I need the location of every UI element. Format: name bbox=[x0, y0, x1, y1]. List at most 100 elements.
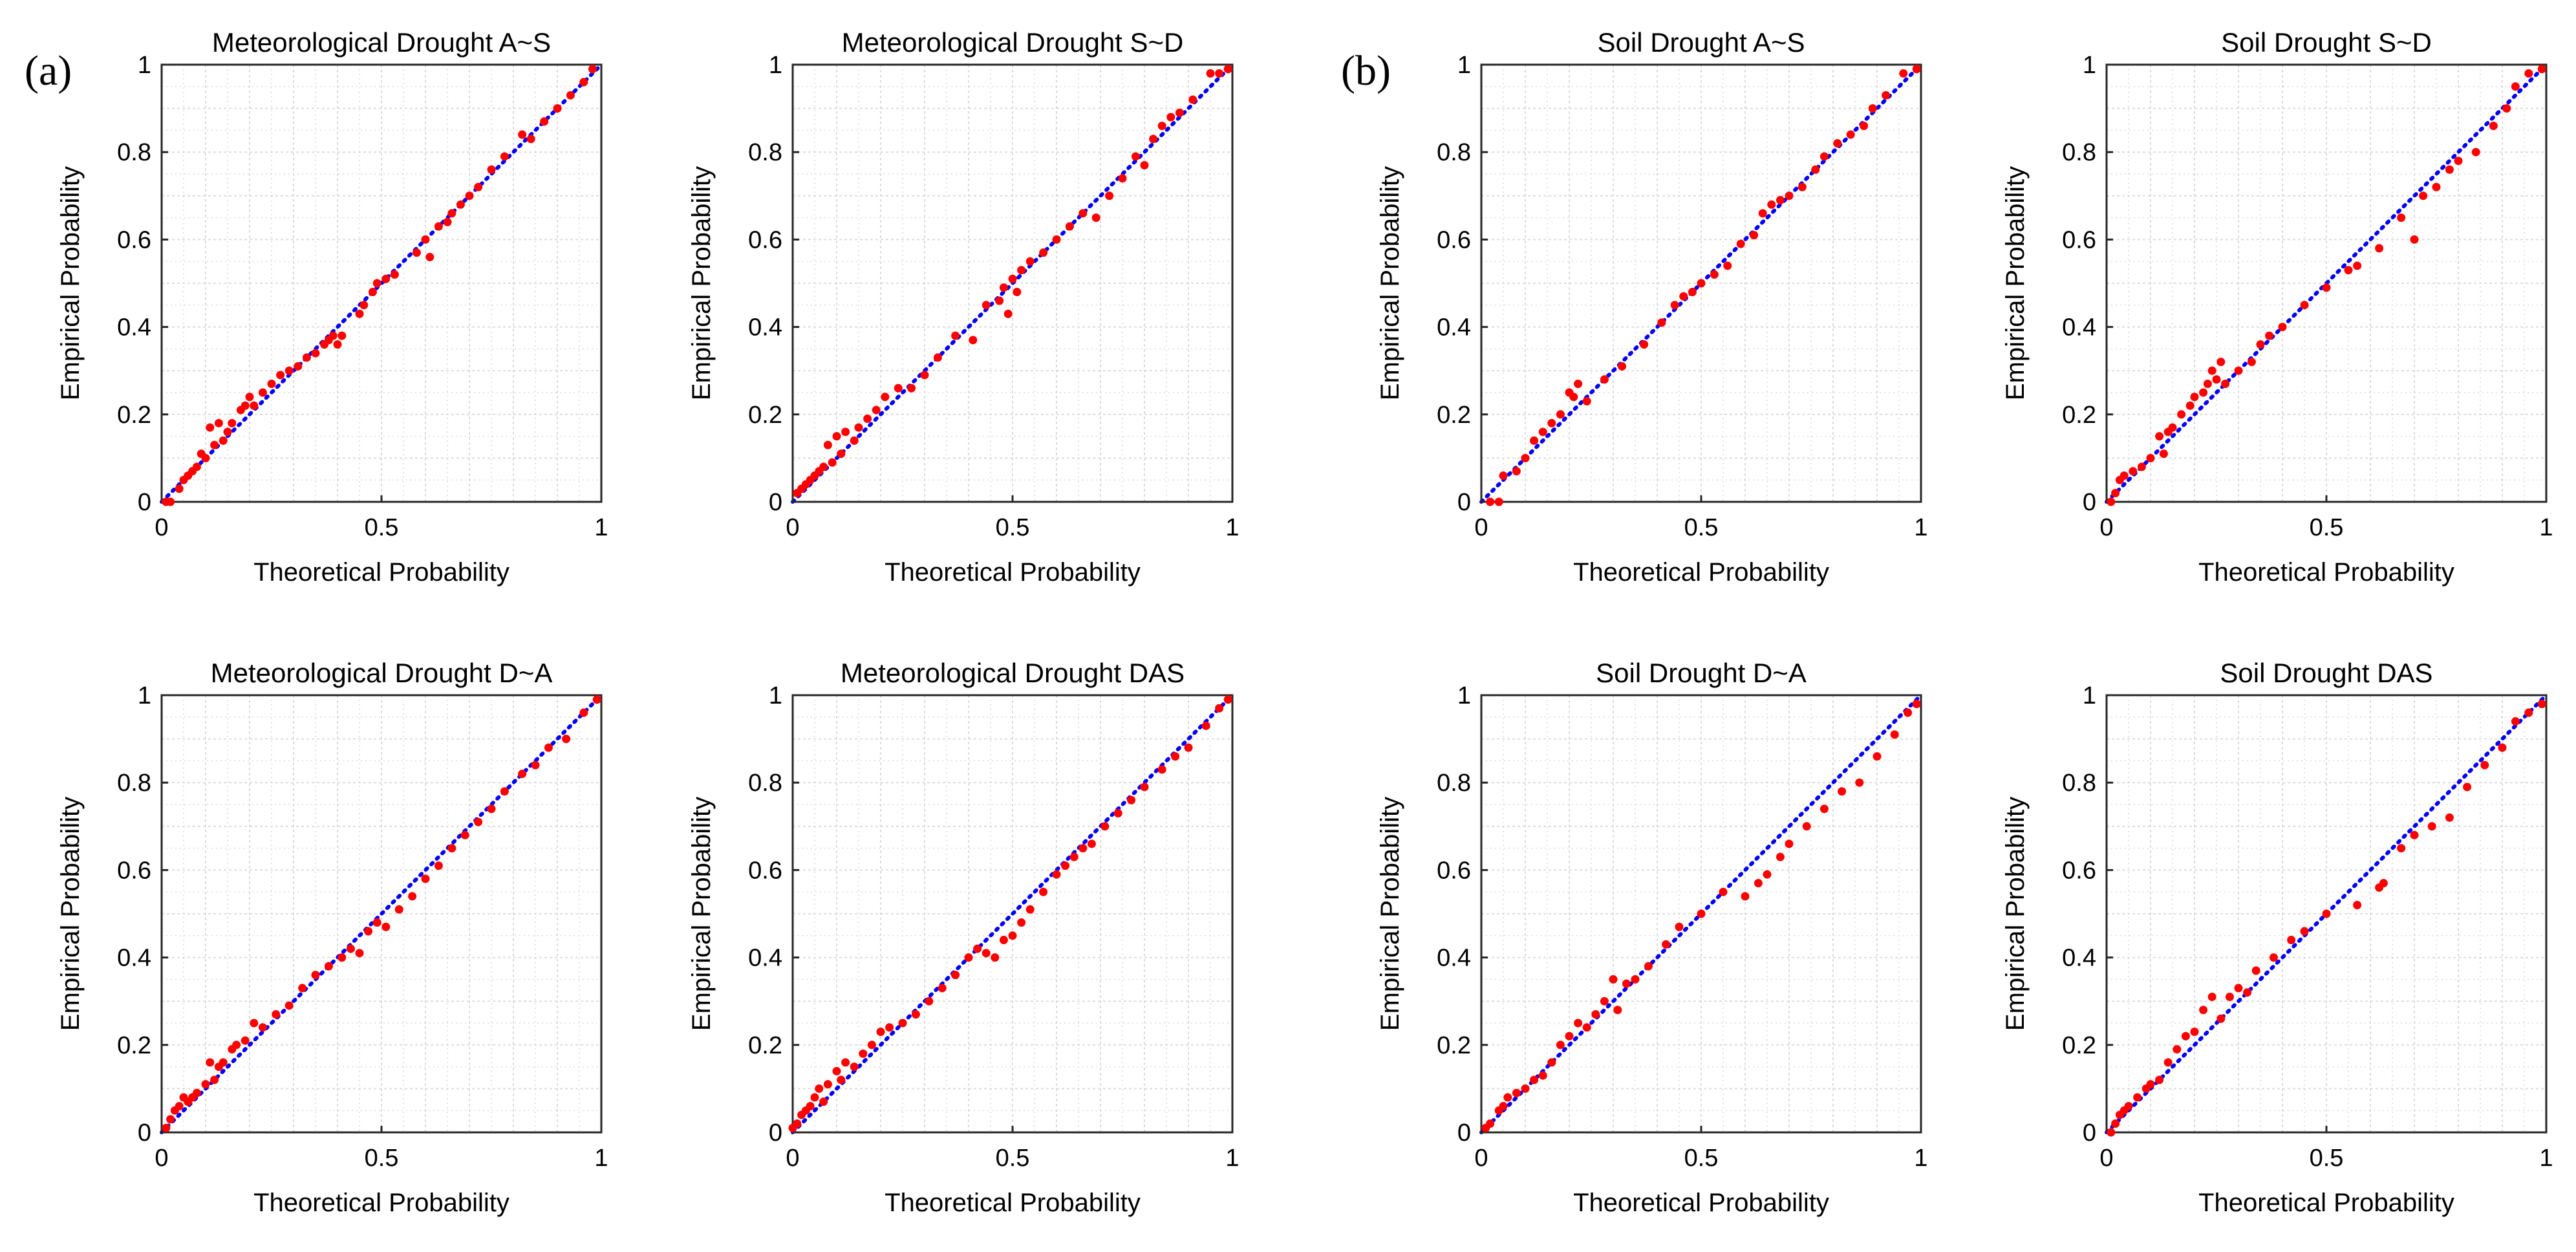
qq-plot-panel: 0 0.5 1 0 0.2 0.4 0.6 0.8 1 Soil Drought S~D Theor… bbox=[2001, 27, 2553, 587]
data-point bbox=[2524, 708, 2533, 717]
data-point bbox=[368, 288, 377, 297]
data-point bbox=[1538, 1071, 1547, 1080]
data-point bbox=[1091, 213, 1100, 222]
y-tick-label: 0.8 bbox=[2062, 770, 2096, 797]
y-tick-label: 0.8 bbox=[117, 770, 151, 797]
data-point bbox=[1175, 108, 1184, 117]
data-point bbox=[867, 1041, 876, 1050]
y-tick-label: 0.4 bbox=[748, 945, 782, 972]
data-point bbox=[964, 953, 973, 962]
data-point bbox=[2243, 988, 2252, 997]
data-point bbox=[854, 423, 863, 432]
data-point bbox=[338, 953, 347, 962]
y-tick-label: 0.4 bbox=[117, 945, 151, 972]
data-point bbox=[302, 353, 311, 362]
data-point bbox=[995, 296, 1004, 305]
data-point bbox=[2322, 283, 2331, 292]
x-tick-label: 0 bbox=[1474, 514, 1488, 541]
data-point bbox=[1574, 379, 1583, 388]
data-point bbox=[443, 217, 452, 226]
data-point bbox=[2445, 813, 2454, 822]
data-point bbox=[837, 449, 846, 459]
data-point bbox=[1157, 122, 1166, 131]
data-point bbox=[2177, 410, 2186, 419]
data-point bbox=[2344, 266, 2353, 275]
x-tick-label: 0.5 bbox=[365, 514, 399, 541]
data-point bbox=[566, 91, 575, 100]
data-point bbox=[1890, 730, 1899, 739]
y-tick-label: 0 bbox=[138, 1119, 151, 1147]
data-point bbox=[1530, 1075, 1539, 1085]
x-tick-label: 0 bbox=[155, 514, 168, 541]
data-point bbox=[162, 1123, 171, 1132]
data-point bbox=[579, 78, 588, 87]
x-axis-label: Theoretical Probability bbox=[253, 558, 510, 587]
y-axis-label: Empirical Probability bbox=[56, 166, 85, 400]
data-point bbox=[2207, 366, 2216, 375]
data-point bbox=[1206, 69, 1215, 78]
x-tick-label: 1 bbox=[2539, 1145, 2553, 1172]
data-point bbox=[828, 458, 837, 467]
x-axis-label: Theoretical Probability bbox=[2198, 1189, 2454, 1217]
x-tick-label: 1 bbox=[1914, 1145, 1927, 1172]
y-tick-label: 0.2 bbox=[117, 402, 151, 429]
data-point bbox=[2159, 449, 2168, 459]
data-point bbox=[1688, 288, 1697, 297]
y-tick-label: 0.6 bbox=[1437, 857, 1471, 884]
data-point bbox=[1912, 65, 1921, 74]
data-point bbox=[1486, 497, 1495, 506]
data-point bbox=[223, 427, 232, 437]
data-point bbox=[933, 353, 942, 362]
data-point bbox=[408, 892, 417, 901]
data-point bbox=[2353, 261, 2362, 270]
data-point bbox=[1118, 174, 1127, 183]
y-tick-label: 0.8 bbox=[748, 139, 782, 166]
data-point bbox=[1556, 410, 1565, 419]
data-point bbox=[1574, 1019, 1583, 1028]
data-point bbox=[2199, 388, 2208, 397]
data-point bbox=[2146, 453, 2155, 462]
data-point bbox=[2480, 761, 2489, 770]
y-tick-label: 0 bbox=[2083, 489, 2096, 516]
data-point bbox=[1499, 471, 1508, 480]
y-tick-label: 1 bbox=[1457, 52, 1471, 79]
data-point bbox=[1767, 200, 1776, 209]
data-point bbox=[1613, 1006, 1622, 1015]
data-point bbox=[823, 440, 832, 449]
y-axis-label: Empirical Probability bbox=[1376, 797, 1404, 1031]
data-point bbox=[372, 279, 381, 288]
data-point bbox=[1622, 979, 1631, 988]
data-point bbox=[2216, 358, 2226, 367]
data-point bbox=[1004, 309, 1013, 318]
x-tick-label: 1 bbox=[594, 1145, 608, 1172]
data-point bbox=[1860, 122, 1869, 131]
data-point bbox=[2471, 147, 2480, 156]
data-point bbox=[2155, 1075, 2164, 1085]
data-point bbox=[421, 874, 430, 883]
data-point bbox=[1013, 288, 1022, 297]
data-point bbox=[2107, 497, 2116, 506]
x-axis-label: Theoretical Probability bbox=[1573, 1189, 1829, 1217]
data-point bbox=[412, 248, 421, 257]
data-point bbox=[1499, 1101, 1508, 1110]
reference-line bbox=[160, 693, 603, 1134]
qq-plot-panel: 0 0.5 1 0 0.2 0.4 0.6 0.8 1 Meteorological Drough… bbox=[56, 658, 608, 1217]
data-point bbox=[1600, 997, 1609, 1006]
data-point bbox=[1631, 975, 1640, 984]
y-tick-label: 0 bbox=[138, 489, 151, 516]
data-point bbox=[1039, 248, 1048, 257]
data-point bbox=[346, 944, 355, 953]
data-point bbox=[250, 1019, 259, 1028]
data-point bbox=[837, 1075, 846, 1085]
y-tick-label: 0.6 bbox=[748, 857, 782, 884]
data-point bbox=[2212, 375, 2221, 384]
data-point bbox=[474, 182, 483, 191]
data-point bbox=[311, 971, 320, 980]
y-tick-label: 1 bbox=[138, 682, 151, 709]
data-point bbox=[1069, 852, 1079, 861]
plot-title: Meteorological Drought A~S bbox=[212, 27, 551, 58]
data-point bbox=[390, 270, 399, 279]
data-point bbox=[2207, 992, 2216, 1001]
